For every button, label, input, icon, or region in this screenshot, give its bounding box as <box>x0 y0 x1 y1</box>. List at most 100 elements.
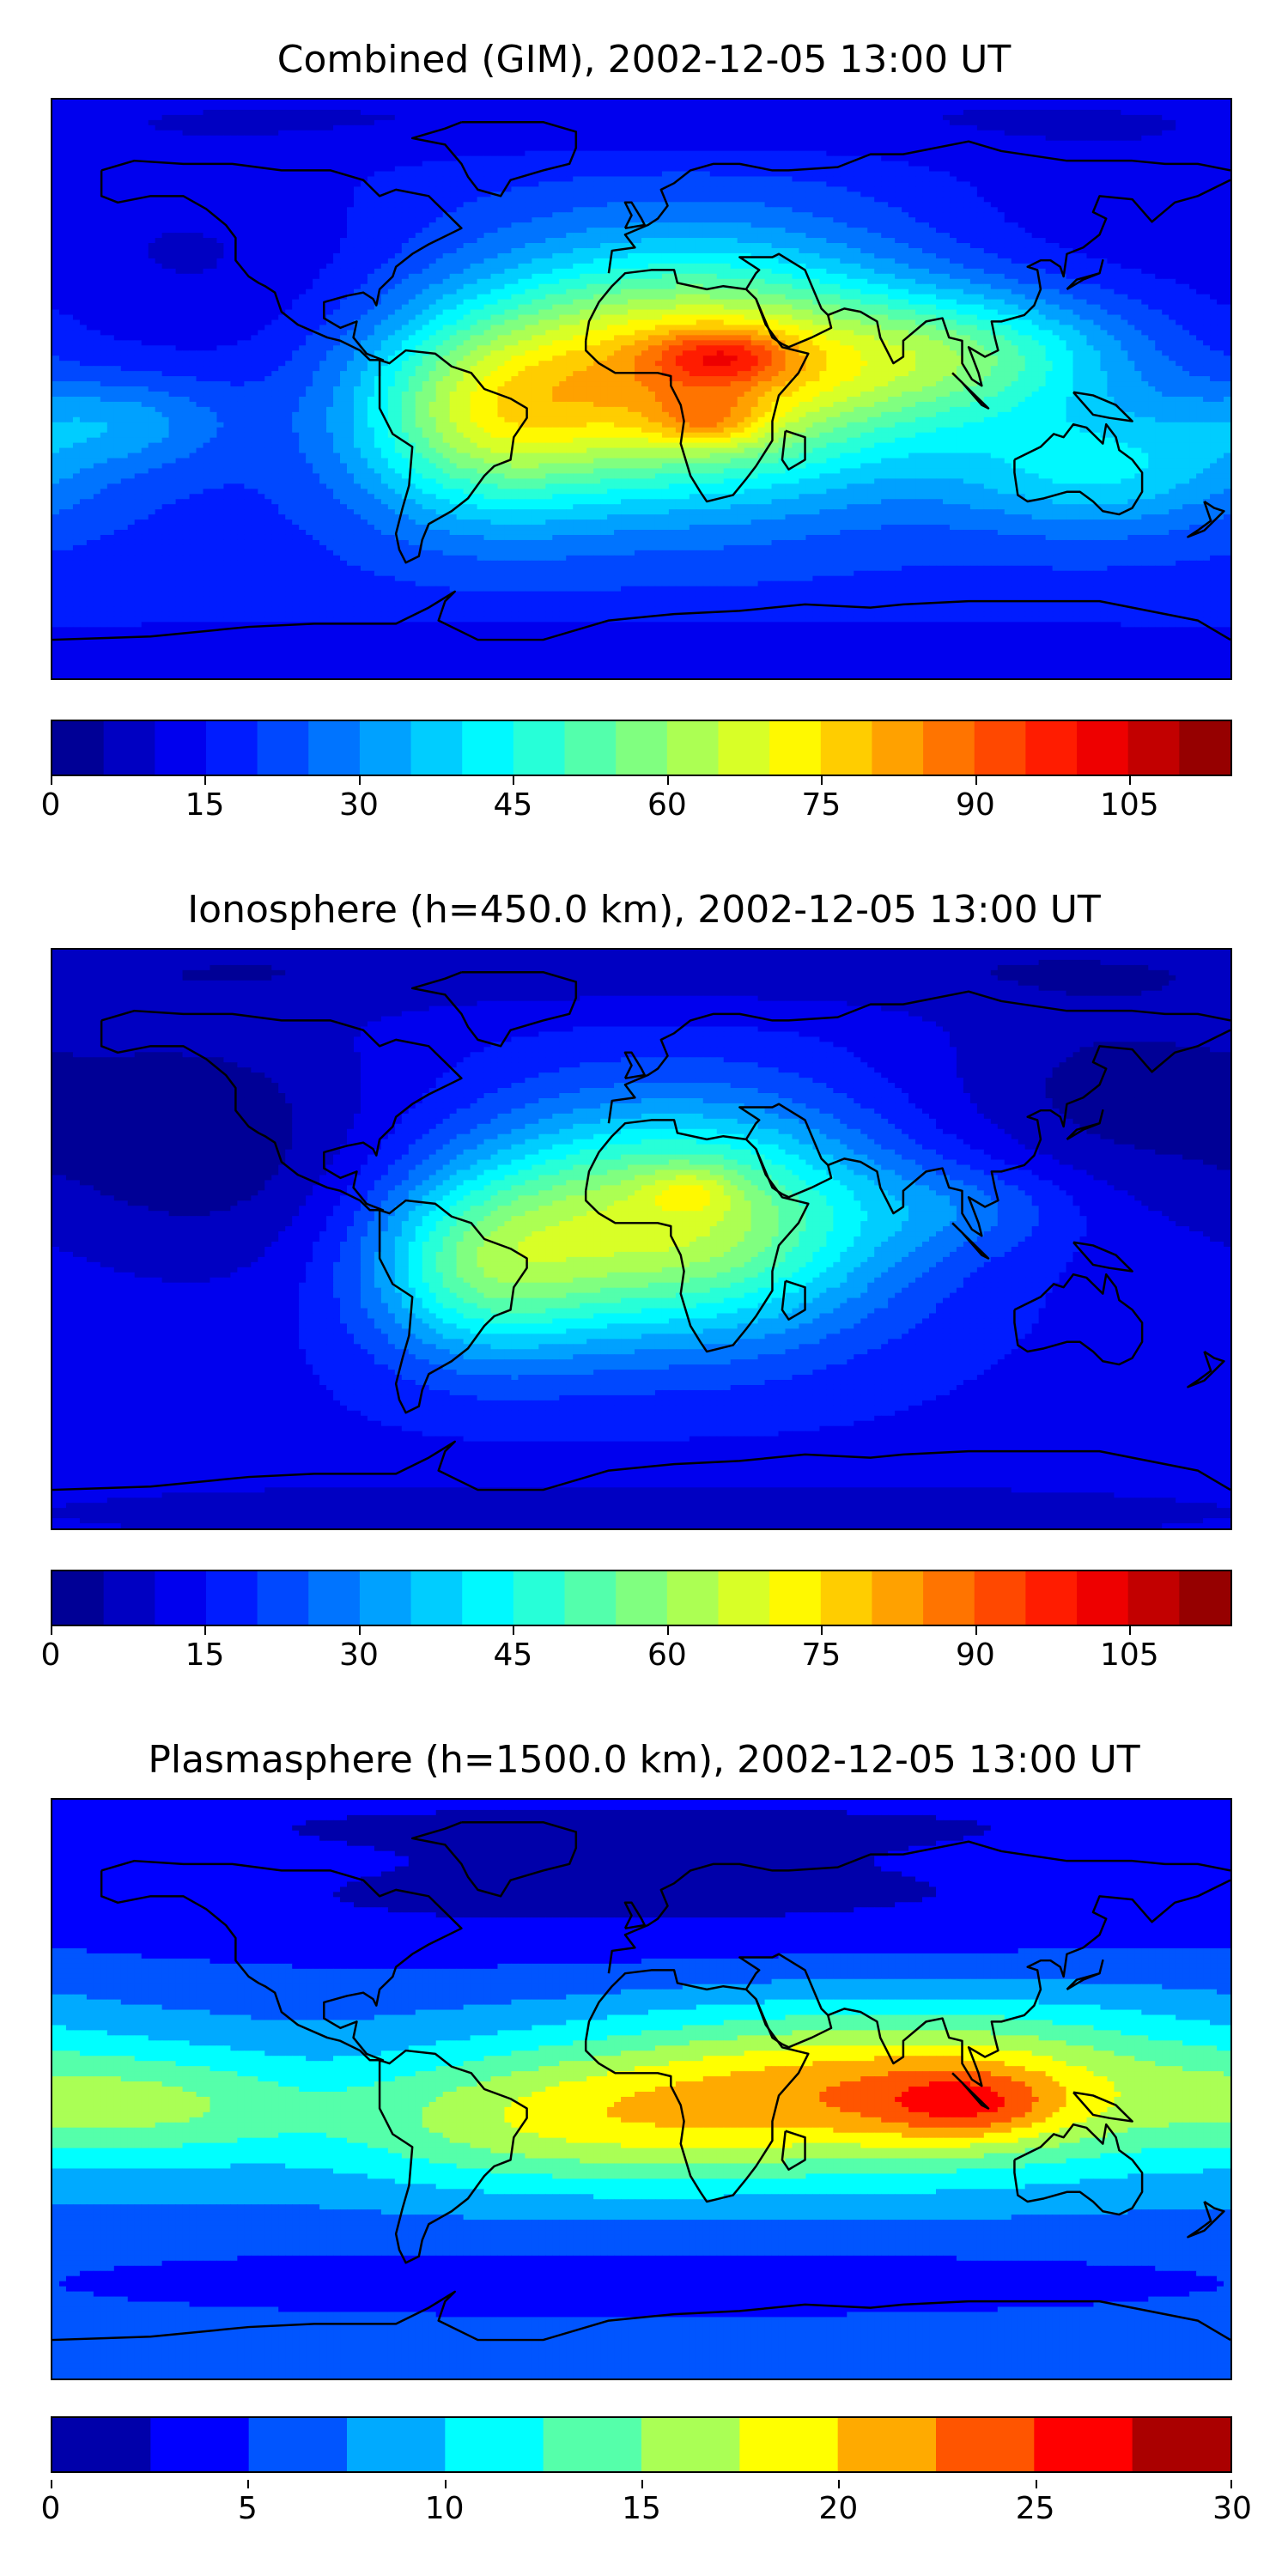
contour-cell <box>1114 217 1121 223</box>
contour-cell <box>785 119 793 126</box>
contour-cell <box>1066 114 1074 121</box>
contour-cell <box>1127 181 1135 187</box>
contour-cell <box>723 186 732 192</box>
contour-cell <box>203 171 210 177</box>
contour-cell <box>230 171 238 177</box>
contour-cell <box>805 181 813 187</box>
contour-cell <box>1004 100 1012 106</box>
contour-cell <box>1059 228 1067 234</box>
contour-cell <box>86 166 94 173</box>
contour-cell <box>511 150 519 157</box>
contour-cell <box>340 233 348 239</box>
contour-cell <box>237 238 245 244</box>
contour-cell <box>949 166 957 173</box>
contour-cell <box>113 176 122 182</box>
contour-cell <box>819 202 827 208</box>
contour-cell <box>120 222 129 228</box>
contour-cell <box>1210 207 1218 213</box>
contour-cell <box>737 222 745 228</box>
contour-cell <box>1011 166 1019 173</box>
contour-cell <box>942 135 951 142</box>
contour-cell <box>1176 150 1183 157</box>
contour-cell <box>299 155 307 162</box>
contour-cell <box>963 191 971 197</box>
contour-cell <box>737 145 745 152</box>
contour-cell <box>210 228 217 234</box>
contour-cell <box>299 228 307 234</box>
contour-cell <box>483 109 492 116</box>
contour-cell <box>65 233 74 239</box>
contour-cell <box>58 247 67 254</box>
contour-cell <box>723 166 732 173</box>
contour-cell <box>1004 207 1012 213</box>
contour-cell <box>134 212 143 218</box>
contour-cell <box>497 171 505 177</box>
contour-cell <box>1052 135 1060 142</box>
contour-cell <box>696 155 704 162</box>
contour-cell <box>504 243 512 249</box>
contour-cell <box>525 228 532 234</box>
contour-cell <box>1059 212 1067 218</box>
contour-cell <box>278 166 286 173</box>
contour-cell <box>1155 100 1163 106</box>
contour-cell <box>394 197 403 203</box>
contour-cell <box>196 222 204 228</box>
contour-cell <box>1107 119 1115 126</box>
contour-cell <box>1169 109 1176 116</box>
contour-cell <box>387 171 396 177</box>
contour-cell <box>1045 100 1054 106</box>
contour-cell <box>285 197 293 203</box>
contour-cell <box>1079 222 1087 228</box>
contour-cell <box>1018 243 1026 249</box>
contour-cell <box>141 100 149 106</box>
contour-cell <box>422 176 430 182</box>
contour-cell <box>401 104 410 111</box>
contour-cell <box>271 104 279 111</box>
contour-cell <box>997 145 1005 152</box>
contour-cell <box>463 176 471 182</box>
contour-cell <box>58 109 67 116</box>
contour-cell <box>449 161 458 167</box>
contour-cell <box>922 114 930 121</box>
contour-cell <box>812 186 820 192</box>
contour-cell <box>573 114 580 121</box>
contour-cell <box>113 243 122 249</box>
contour-cell <box>86 161 94 167</box>
contour-cell <box>888 166 896 173</box>
contour-cell <box>819 155 827 162</box>
contour-cell <box>497 197 505 203</box>
contour-cell <box>65 243 74 249</box>
contour-cell <box>1038 119 1047 126</box>
contour-cell <box>586 181 594 187</box>
contour-cell <box>771 197 780 203</box>
contour-cell <box>785 212 793 218</box>
contour-cell <box>470 125 478 131</box>
contour-cell <box>744 104 752 111</box>
contour-cell <box>278 109 286 116</box>
contour-cell <box>490 181 498 187</box>
contour-cell <box>915 176 923 182</box>
contour-cell <box>1004 191 1012 197</box>
contour-cell <box>709 130 718 137</box>
contour-cell <box>347 135 355 142</box>
contour-cell <box>552 104 560 111</box>
contour-cell <box>799 217 806 223</box>
contour-cell <box>306 212 313 218</box>
contour-cell <box>1121 161 1128 167</box>
contour-cell <box>1011 130 1019 137</box>
contour-cell <box>340 217 348 223</box>
contour-cell <box>278 155 286 162</box>
contour-cell <box>258 176 265 182</box>
contour-cell <box>203 212 210 218</box>
contour-cell <box>141 191 149 197</box>
contour-cell <box>607 191 615 197</box>
contour-cell <box>299 125 307 131</box>
contour-cell <box>1196 228 1204 234</box>
contour-cell <box>552 217 560 223</box>
contour-cell <box>792 228 799 234</box>
contour-cell <box>65 114 74 121</box>
contour-cell <box>374 140 382 147</box>
contour-cell <box>292 176 300 182</box>
contour-cell <box>1100 166 1108 173</box>
contour-cell <box>1148 166 1156 173</box>
